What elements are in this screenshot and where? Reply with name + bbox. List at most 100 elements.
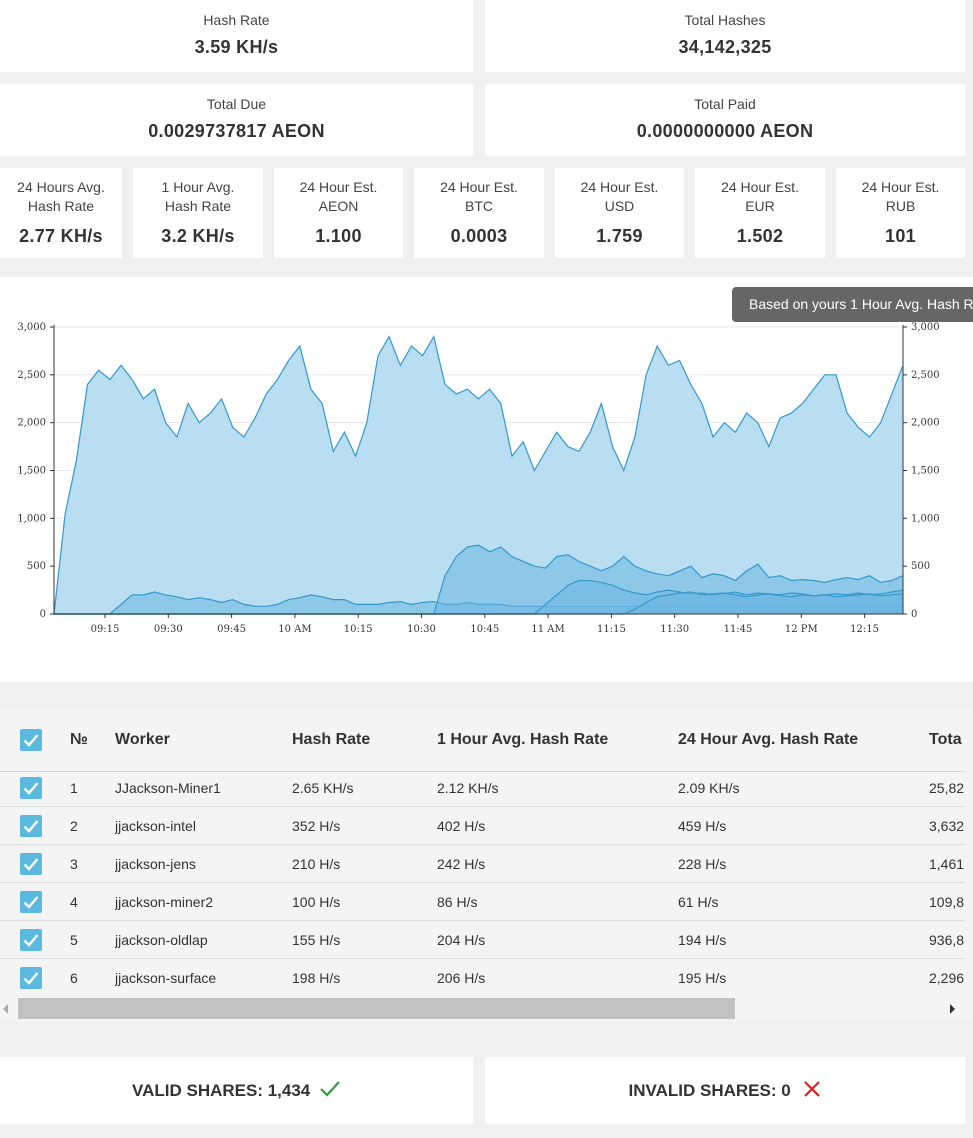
cell-avg1h: 86 H/s (437, 893, 478, 910)
cell-avg24h: 459 H/s (678, 817, 727, 834)
table-row[interactable]: 2 jjackson-intel 352 H/s 402 H/s 459 H/s 3,63… (0, 807, 965, 845)
table-row[interactable]: 1 JJackson-Miner1 2.65 KH/s 2.12 KH/s 2.09 K… (0, 769, 965, 807)
cell-num: 6 (70, 969, 78, 986)
x-tick-label: 12:15 (850, 624, 879, 635)
cell-hash-rate: 198 H/s (292, 969, 341, 986)
cell-num: 4 (70, 893, 78, 910)
hash-rate-value: 3.59 KH/s (194, 37, 279, 57)
y-tick-label-right: 3,000 (911, 322, 940, 333)
hashrate-chart-panel: 0 0 500 500 1,000 1,000 1,500 1,500 2,000 2,000 2,… (0, 277, 973, 682)
y-tick-label: 1,500 (17, 466, 46, 477)
stat-value: 101 (885, 226, 916, 246)
stat-value: 1.502 (736, 226, 784, 246)
cell-total: 2,296 (929, 969, 965, 986)
stat-label: 24 Hour Est. AEON (299, 179, 378, 214)
row-checkbox[interactable] (20, 967, 42, 989)
x-tick-label: 11:15 (597, 624, 626, 635)
y-tick-label-right: 500 (911, 561, 930, 572)
total-paid-value: 0.0000000000 AEON (636, 121, 814, 141)
header-num[interactable]: № (70, 731, 88, 748)
checkmark-icon (320, 1081, 340, 1097)
x-tick-label: 11 AM (531, 624, 564, 635)
table-row[interactable]: 6 jjackson-surface 198 H/s 206 H/s 195 H/s 2,… (0, 959, 965, 997)
workers-table: № Worker Hash Rate 1 Hour Avg. Hash Rate… (0, 706, 973, 1022)
cell-avg24h: 2.09 KH/s (678, 779, 740, 796)
stat-card-24h-avg: 24 Hours Avg. Hash Rate 2.77 KH/s (0, 168, 122, 258)
cell-hash-rate: 210 H/s (292, 855, 341, 872)
cell-num: 3 (70, 855, 78, 872)
stat-label: 24 Hour Est. EUR (721, 179, 799, 214)
scroll-right-arrow-icon[interactable] (950, 1004, 955, 1014)
table-horizontal-scrollbar[interactable] (0, 996, 965, 1022)
cell-total: 1,461 (929, 855, 965, 872)
cell-avg24h: 194 H/s (678, 931, 727, 948)
check-icon (23, 734, 39, 747)
total-hashes-value: 34,142,325 (678, 37, 772, 57)
x-tick-label: 11:45 (724, 624, 753, 635)
table-header-row: № Worker Hash Rate 1 Hour Avg. Hash Rate… (0, 709, 965, 772)
header-total[interactable]: Tota (929, 731, 962, 748)
row-checkbox[interactable] (20, 929, 42, 951)
table-row[interactable]: 3 jjackson-jens 210 H/s 242 H/s 228 H/s 1,461 (0, 845, 965, 883)
check-icon (23, 782, 39, 795)
valid-shares-card: VALID SHARES: 1,434 (0, 1057, 473, 1124)
total-paid-label: Total Paid (694, 96, 756, 112)
header-worker[interactable]: Worker (115, 731, 170, 748)
cell-hash-rate: 352 H/s (292, 817, 341, 834)
total-hashes-label: Total Hashes (684, 12, 766, 28)
table-row[interactable]: 5 jjackson-oldlap 155 H/s 204 H/s 194 H/s 936… (0, 921, 965, 959)
scroll-thumb[interactable] (18, 998, 735, 1019)
cell-total: 3,632 (929, 817, 965, 834)
header-1h-avg[interactable]: 1 Hour Avg. Hash Rate (437, 731, 609, 748)
invalid-shares-card: INVALID SHARES: 0 (485, 1057, 965, 1124)
y-tick-label: 3,000 (17, 322, 46, 333)
header-24h-avg[interactable]: 24 Hour Avg. Hash Rate (678, 731, 859, 748)
stat-label: 24 Hour Est. USD (580, 179, 659, 214)
select-all-checkbox[interactable] (20, 729, 42, 751)
total-paid-card: Total Paid 0.0000000000 AEON (485, 84, 965, 156)
x-tick-label: 10:30 (407, 624, 436, 635)
x-tick-label: 09:30 (154, 624, 183, 635)
check-icon (23, 972, 39, 985)
total-due-label: Total Due (206, 96, 267, 112)
cell-total: 109,8 (929, 893, 965, 910)
total-due-card: Total Due 0.0029737817 AEON (0, 84, 473, 156)
cell-worker: jjackson-oldlap (115, 931, 208, 948)
header-hash-rate[interactable]: Hash Rate (292, 731, 371, 748)
row-checkbox[interactable] (20, 777, 42, 799)
table-row[interactable]: 4 jjackson-miner2 100 H/s 86 H/s 61 H/s 109,8 (0, 883, 965, 921)
cross-icon (804, 1081, 821, 1097)
y-tick-label-right: 1,500 (911, 466, 940, 477)
cell-worker: jjackson-jens (115, 855, 196, 872)
stat-card-est-aeon: 24 Hour Est. AEON 1.100 (274, 168, 403, 258)
valid-shares-label: VALID SHARES: 1,434 (132, 1081, 311, 1100)
y-tick-label-right: 1,000 (911, 513, 940, 524)
y-tick-label: 500 (27, 561, 46, 572)
row-checkbox[interactable] (20, 853, 42, 875)
stat-value: 0.0003 (450, 226, 508, 246)
check-icon (23, 934, 39, 947)
stat-value: 3.2 KH/s (161, 226, 235, 246)
stat-card-est-btc: 24 Hour Est. BTC 0.0003 (414, 168, 544, 258)
x-tick-label: 12 PM (785, 624, 818, 635)
row-checkbox[interactable] (20, 815, 42, 837)
total-hashes-card: Total Hashes 34,142,325 (485, 0, 965, 72)
stat-label: 1 Hour Avg. Hash Rate (161, 179, 235, 214)
check-icon (23, 820, 39, 833)
cell-avg24h: 228 H/s (678, 855, 727, 872)
series-line (53, 335, 904, 615)
cell-avg1h: 206 H/s (437, 969, 486, 986)
series-area (54, 592, 903, 614)
cell-num: 1 (70, 779, 78, 796)
row-checkbox[interactable] (20, 891, 42, 913)
cell-avg24h: 61 H/s (678, 893, 719, 910)
x-tick-label: 09:45 (217, 624, 246, 635)
scroll-left-arrow-icon[interactable] (3, 1004, 8, 1014)
cell-worker: jjackson-surface (115, 969, 217, 986)
y-tick-label: 1,000 (17, 513, 46, 524)
x-tick-label: 10:45 (470, 624, 499, 635)
hashrate-chart[interactable]: 0 0 500 500 1,000 1,000 1,500 1,500 2,000 2,000 2,… (0, 277, 973, 682)
cell-hash-rate: 2.65 KH/s (292, 779, 354, 796)
check-icon (23, 896, 39, 909)
invalid-shares-label: INVALID SHARES: 0 (628, 1081, 791, 1100)
